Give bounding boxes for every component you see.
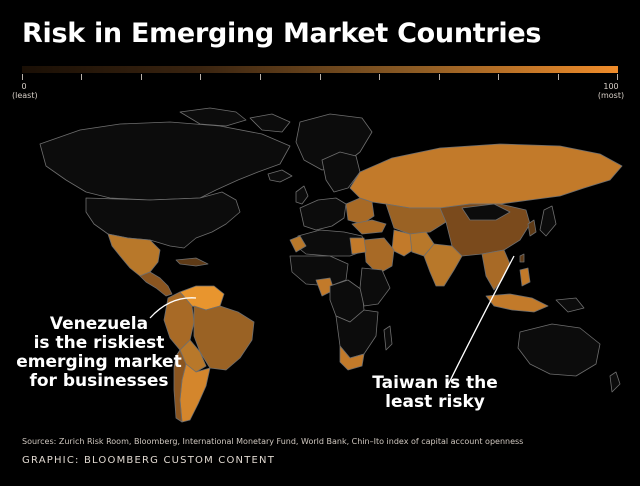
scale-tick (498, 74, 499, 80)
scale-tick (379, 74, 380, 80)
region-arctic-islands (179, 107, 247, 127)
region-china (439, 203, 531, 257)
region-new-guinea (555, 297, 585, 313)
region-united-states (85, 191, 241, 249)
region-egypt (349, 237, 367, 255)
taiwan-callout-line1: Taiwan is the (372, 373, 498, 393)
region-indonesia (485, 293, 549, 313)
region-australia (517, 323, 601, 377)
risk-gradient-bar (22, 66, 618, 73)
region-central-asia (385, 203, 447, 235)
scale-tick (558, 74, 559, 80)
scale-tick (320, 74, 321, 80)
region-korea (527, 219, 537, 237)
scale-tick (439, 74, 440, 80)
taiwan-callout-line2: least risky (385, 392, 485, 412)
region-mongolia (461, 203, 511, 221)
region-japan (539, 205, 557, 237)
risk-scale-legend: 0 (least) 100 (most) (12, 66, 624, 106)
region-iceland (267, 169, 293, 183)
region-morocco (289, 235, 307, 253)
scale-min-label: 0 (least) (12, 82, 38, 100)
region-madagascar (383, 325, 393, 351)
region-new-zealand (609, 371, 621, 393)
region-chile (173, 349, 187, 423)
region-uk (295, 185, 309, 205)
region-caribbean (175, 257, 209, 267)
region-central-america (139, 271, 173, 297)
region-brazil (193, 305, 255, 371)
scale-tick (141, 74, 142, 80)
region-argentina (179, 363, 211, 423)
venezuela-callout-line2: is the riskiest (33, 333, 165, 353)
venezuela-callout: Venezuela is the riskiest emerging marke… (14, 315, 184, 391)
region-southeast-asia (481, 249, 511, 291)
scale-max-label: 100 (most) (596, 82, 626, 100)
region-saudi-arabia (363, 237, 395, 275)
scale-min-value: 0 (21, 82, 27, 91)
region-turkey (351, 219, 387, 235)
region-canada-alaska (39, 121, 291, 201)
scale-tick (22, 74, 23, 80)
world-risk-map (39, 107, 623, 423)
region-south-africa (339, 345, 365, 371)
region-scandinavia (321, 151, 361, 193)
page-title: Risk in Emerging Market Countries (22, 18, 542, 49)
venezuela-callout-line4: for businesses (29, 371, 169, 391)
taiwan-callout: Taiwan is the least risky (370, 374, 500, 412)
region-india (423, 243, 463, 287)
venezuela-callout-line3: emerging market (16, 352, 182, 372)
graphic-credit: GRAPHIC: BLOOMBERG CUSTOM CONTENT (22, 455, 276, 466)
region-russia (349, 143, 623, 209)
venezuela-callout-line (149, 297, 197, 319)
region-western-europe (299, 197, 347, 231)
scale-tick (200, 74, 201, 80)
region-east-africa (359, 267, 391, 307)
venezuela-callout-line1: Venezuela (49, 314, 149, 334)
scale-tick (81, 74, 82, 80)
sources-note: Sources: Zurich Risk Room, Bloomberg, In… (22, 437, 524, 446)
scale-min-caption: (least) (12, 91, 38, 100)
taiwan-callout-line (447, 255, 515, 386)
scale-tick (260, 74, 261, 80)
scale-max-value: 100 (603, 82, 619, 91)
region-taiwan (519, 253, 525, 263)
region-philippines (519, 267, 531, 287)
scale-max-caption: (most) (597, 91, 625, 100)
region-arctic-islands-2 (249, 113, 291, 133)
scale-tick (617, 74, 618, 80)
